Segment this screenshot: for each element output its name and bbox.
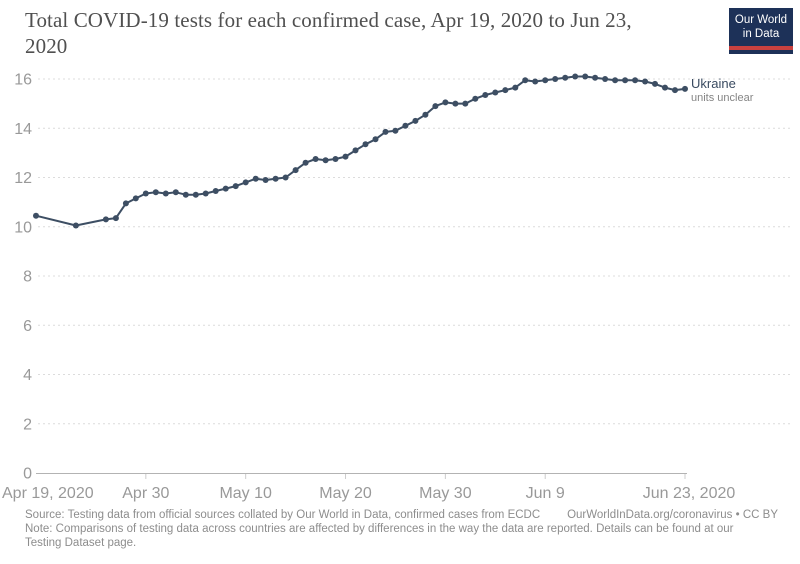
license-link[interactable]: OurWorldInData.org/coronavirus • CC BY [567,509,778,521]
data-point[interactable] [302,159,309,166]
data-point[interactable] [142,190,149,197]
x-tick-label: May 10 [219,485,272,502]
data-point[interactable] [502,87,509,94]
data-point[interactable] [222,185,229,192]
y-tick-label-14: 14 [14,121,32,138]
chart-title-line-1: Total COVID-19 tests for each confirmed … [25,8,632,32]
data-point[interactable] [312,156,319,162]
owid-logo-red-stripe [729,45,793,50]
data-point[interactable] [622,77,629,84]
note-text-line-2[interactable]: Testing Dataset page. [25,537,137,549]
data-point[interactable] [392,127,399,134]
owid-logo-line-1: Our World [734,14,788,26]
x-tick-label: Jun 23, 2020 [643,485,736,502]
data-point[interactable] [352,147,359,154]
owid-logo-text: Our World in Data [729,8,793,46]
x-tick-label: Apr 30 [122,485,169,502]
data-point[interactable] [542,77,549,84]
data-point[interactable] [112,215,119,222]
data-point[interactable] [172,189,179,196]
y-tick-label-4: 4 [23,367,32,384]
data-point[interactable] [332,156,339,162]
data-point[interactable] [602,76,609,82]
data-point[interactable] [572,73,579,80]
data-point[interactable] [292,167,299,174]
data-point[interactable] [562,74,569,81]
data-point[interactable] [472,95,479,102]
data-point[interactable] [402,122,409,129]
data-point[interactable] [152,189,159,196]
x-tick-label: May 20 [319,485,372,502]
data-point[interactable] [122,200,129,207]
y-tick-label-2: 2 [23,416,32,433]
data-point[interactable] [132,195,139,202]
y-tick-label-0: 0 [23,466,32,483]
owid-logo-line-2: in Data [742,28,780,41]
data-point[interactable] [682,85,688,92]
owid-logo[interactable]: Our World in Data [729,8,793,54]
data-point[interactable] [672,87,678,94]
data-point[interactable] [412,117,419,124]
data-point[interactable] [372,136,379,143]
data-point[interactable] [262,177,269,183]
data-point[interactable] [102,216,109,223]
data-point[interactable] [462,100,469,107]
data-point[interactable] [432,103,439,110]
data-point[interactable] [582,73,589,80]
x-tick-label: Apr 19, 2020 [2,485,94,502]
chart-title: Total COVID-19 tests for each confirmed … [25,8,715,59]
data-point[interactable] [612,77,619,84]
chart-svg: 0 2 4 6 8 10 12 14 16 Apr 19, 2020 Apr 30 May 10 May… [2,72,793,502]
y-tick-label-12: 12 [14,170,32,187]
data-point[interactable] [182,191,189,198]
data-point[interactable] [72,222,79,229]
data-point[interactable] [452,100,459,107]
data-point[interactable] [662,84,668,91]
y-tick-label-6: 6 [23,318,32,335]
y-tick-label-16: 16 [14,72,32,89]
data-point[interactable] [362,141,369,148]
y-tick-label-8: 8 [23,269,32,286]
data-point[interactable] [652,80,658,87]
data-point[interactable] [522,77,529,84]
series-line-ukraine [35,75,686,227]
data-point[interactable] [33,212,39,219]
data-point[interactable] [272,175,279,182]
data-point[interactable] [382,128,389,135]
data-point[interactable] [632,77,639,84]
data-point[interactable] [212,188,219,194]
data-point[interactable] [552,76,559,82]
data-point[interactable] [232,183,239,190]
data-point[interactable] [322,157,329,164]
series-label-ukraine[interactable]: Ukraine [691,76,736,91]
x-tick-label: Jun 9 [526,485,565,502]
data-point[interactable] [642,78,649,85]
chart-footer: Source: Testing data from official sourc… [25,508,778,550]
data-point[interactable] [192,191,199,198]
chart-area: 0 2 4 6 8 10 12 14 16 Apr 19, 2020 Apr 30 May 10 May… [2,72,793,502]
data-point[interactable] [592,74,599,81]
data-point[interactable] [282,174,289,181]
data-point[interactable] [252,175,259,182]
series-annotation: units unclear [691,92,754,104]
data-point[interactable] [242,179,249,186]
data-point[interactable] [422,111,429,118]
y-tick-label-10: 10 [14,219,32,236]
x-tick-label: May 30 [419,485,472,502]
note-text-line-1: Note: Comparisons of testing data across… [25,523,734,535]
data-point[interactable] [512,84,519,91]
data-point[interactable] [342,153,349,160]
data-point[interactable] [442,99,449,106]
data-point[interactable] [202,190,209,197]
data-point[interactable] [532,78,539,85]
data-point[interactable] [162,190,169,197]
data-point[interactable] [492,89,499,96]
data-point[interactable] [482,92,489,98]
chart-title-line-2: 2020 [25,33,68,58]
source-text: Source: Testing data from official sourc… [25,509,541,521]
owid-logo-base-stripe [729,49,793,54]
